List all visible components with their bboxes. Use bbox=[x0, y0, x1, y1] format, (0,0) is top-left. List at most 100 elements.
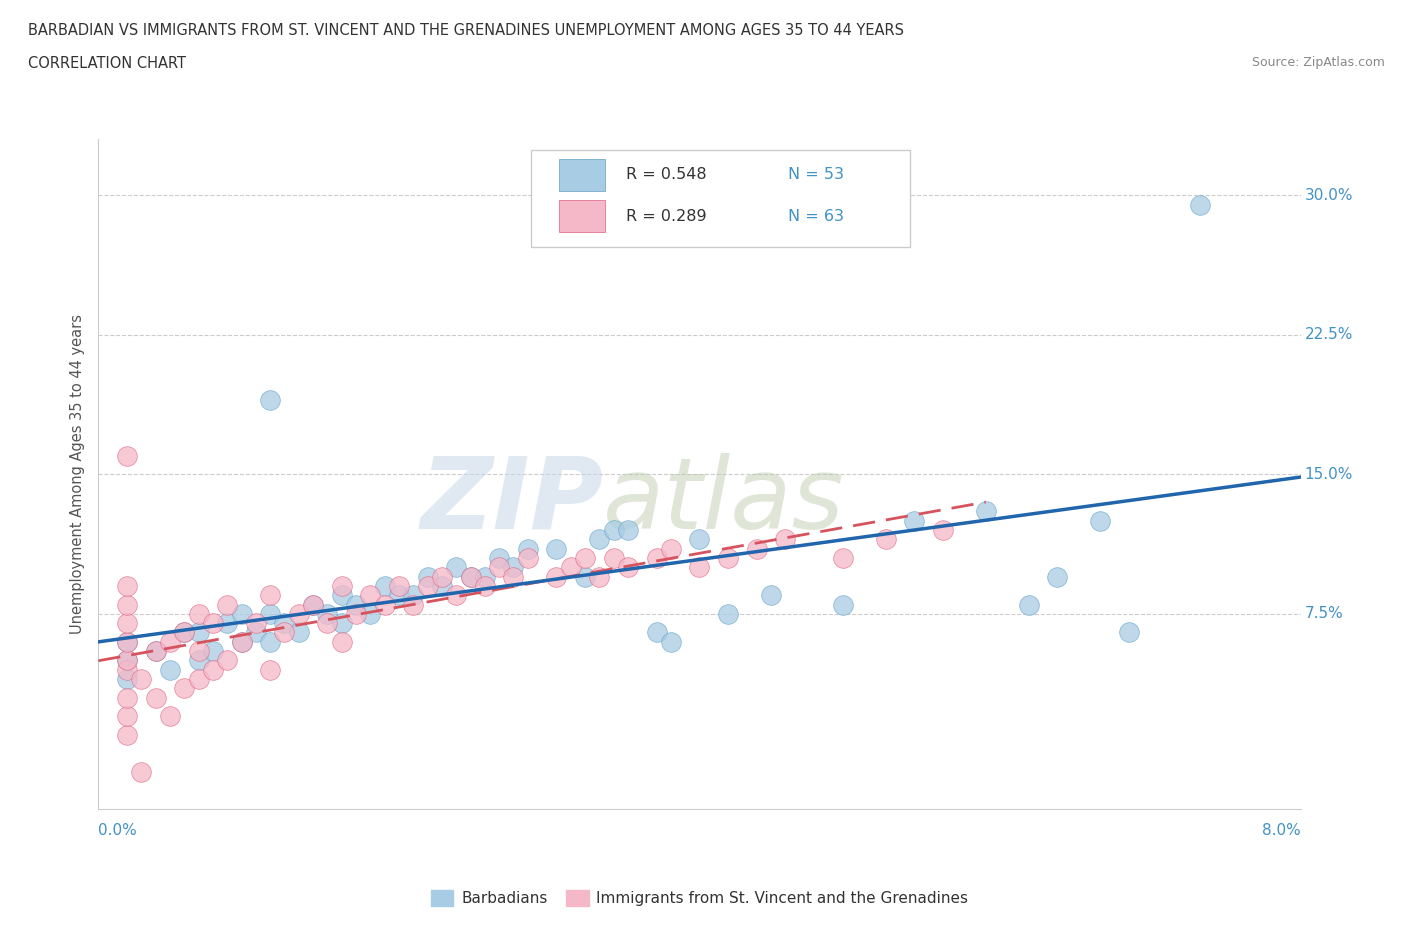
Point bbox=[1018, 597, 1040, 612]
Point bbox=[217, 597, 239, 612]
Point bbox=[245, 625, 267, 640]
Point bbox=[115, 448, 138, 463]
Point bbox=[145, 690, 167, 705]
Point bbox=[159, 634, 181, 649]
Point bbox=[159, 662, 181, 677]
Point bbox=[1088, 513, 1111, 528]
Point bbox=[502, 569, 524, 584]
FancyBboxPatch shape bbox=[558, 200, 605, 232]
Point bbox=[173, 625, 195, 640]
Point bbox=[245, 616, 267, 631]
Text: N = 53: N = 53 bbox=[789, 167, 845, 182]
Point bbox=[688, 560, 710, 575]
Point bbox=[316, 616, 339, 631]
Point bbox=[201, 616, 224, 631]
Point bbox=[502, 560, 524, 575]
Point bbox=[217, 653, 239, 668]
Point bbox=[388, 578, 411, 593]
Point bbox=[645, 551, 668, 565]
Point bbox=[516, 551, 538, 565]
Point bbox=[201, 644, 224, 658]
Point bbox=[287, 625, 309, 640]
Point bbox=[474, 578, 496, 593]
Point bbox=[187, 671, 209, 686]
Point bbox=[717, 551, 740, 565]
Point bbox=[602, 551, 624, 565]
Point bbox=[259, 588, 281, 603]
Point bbox=[159, 709, 181, 724]
Point bbox=[602, 523, 624, 538]
Point bbox=[775, 532, 797, 547]
Text: 0.0%: 0.0% bbox=[98, 823, 138, 838]
Point bbox=[831, 597, 853, 612]
Point bbox=[115, 634, 138, 649]
Point bbox=[588, 569, 610, 584]
Point bbox=[546, 569, 568, 584]
Point bbox=[460, 569, 482, 584]
FancyBboxPatch shape bbox=[558, 159, 605, 191]
Point bbox=[617, 560, 640, 575]
Point bbox=[759, 588, 782, 603]
Point bbox=[201, 662, 224, 677]
Point bbox=[115, 616, 138, 631]
Point bbox=[574, 569, 596, 584]
Text: R = 0.548: R = 0.548 bbox=[626, 167, 707, 182]
Point bbox=[115, 634, 138, 649]
Point bbox=[344, 606, 367, 621]
Point bbox=[359, 606, 381, 621]
Text: BARBADIAN VS IMMIGRANTS FROM ST. VINCENT AND THE GRENADINES UNEMPLOYMENT AMONG A: BARBADIAN VS IMMIGRANTS FROM ST. VINCENT… bbox=[28, 23, 904, 38]
Point bbox=[115, 653, 138, 668]
Point bbox=[974, 504, 997, 519]
Point bbox=[430, 578, 453, 593]
Point bbox=[388, 588, 411, 603]
Text: 30.0%: 30.0% bbox=[1305, 188, 1353, 203]
Point bbox=[1046, 569, 1069, 584]
Text: 22.5%: 22.5% bbox=[1305, 327, 1353, 342]
Point bbox=[688, 532, 710, 547]
Point bbox=[330, 578, 353, 593]
Point bbox=[516, 541, 538, 556]
Point bbox=[187, 653, 209, 668]
Text: N = 63: N = 63 bbox=[789, 209, 845, 224]
Point bbox=[1189, 197, 1212, 212]
Point bbox=[903, 513, 925, 528]
Point bbox=[115, 690, 138, 705]
Point bbox=[402, 588, 425, 603]
Point bbox=[460, 569, 482, 584]
Point bbox=[374, 597, 396, 612]
Point bbox=[115, 709, 138, 724]
Text: R = 0.289: R = 0.289 bbox=[626, 209, 707, 224]
Point bbox=[287, 606, 309, 621]
Point bbox=[659, 541, 682, 556]
Point bbox=[717, 606, 740, 621]
Point bbox=[187, 644, 209, 658]
Point bbox=[359, 588, 381, 603]
Point bbox=[488, 551, 510, 565]
Point bbox=[645, 625, 668, 640]
Point bbox=[416, 578, 439, 593]
Point bbox=[430, 569, 453, 584]
Text: Source: ZipAtlas.com: Source: ZipAtlas.com bbox=[1251, 56, 1385, 69]
Y-axis label: Unemployment Among Ages 35 to 44 years: Unemployment Among Ages 35 to 44 years bbox=[70, 314, 86, 634]
Point bbox=[115, 662, 138, 677]
Point bbox=[330, 634, 353, 649]
Point bbox=[560, 560, 582, 575]
Point bbox=[259, 392, 281, 407]
Point bbox=[259, 606, 281, 621]
Point bbox=[115, 727, 138, 742]
FancyBboxPatch shape bbox=[531, 150, 910, 246]
Point bbox=[259, 662, 281, 677]
Text: 7.5%: 7.5% bbox=[1305, 606, 1344, 621]
Point bbox=[231, 606, 253, 621]
Point bbox=[344, 597, 367, 612]
Point bbox=[131, 671, 153, 686]
Point bbox=[259, 634, 281, 649]
Point bbox=[316, 606, 339, 621]
Point bbox=[115, 653, 138, 668]
Point bbox=[474, 569, 496, 584]
Text: CORRELATION CHART: CORRELATION CHART bbox=[28, 56, 186, 71]
Point bbox=[145, 644, 167, 658]
Point bbox=[1118, 625, 1140, 640]
Point bbox=[302, 597, 325, 612]
Point bbox=[444, 560, 467, 575]
